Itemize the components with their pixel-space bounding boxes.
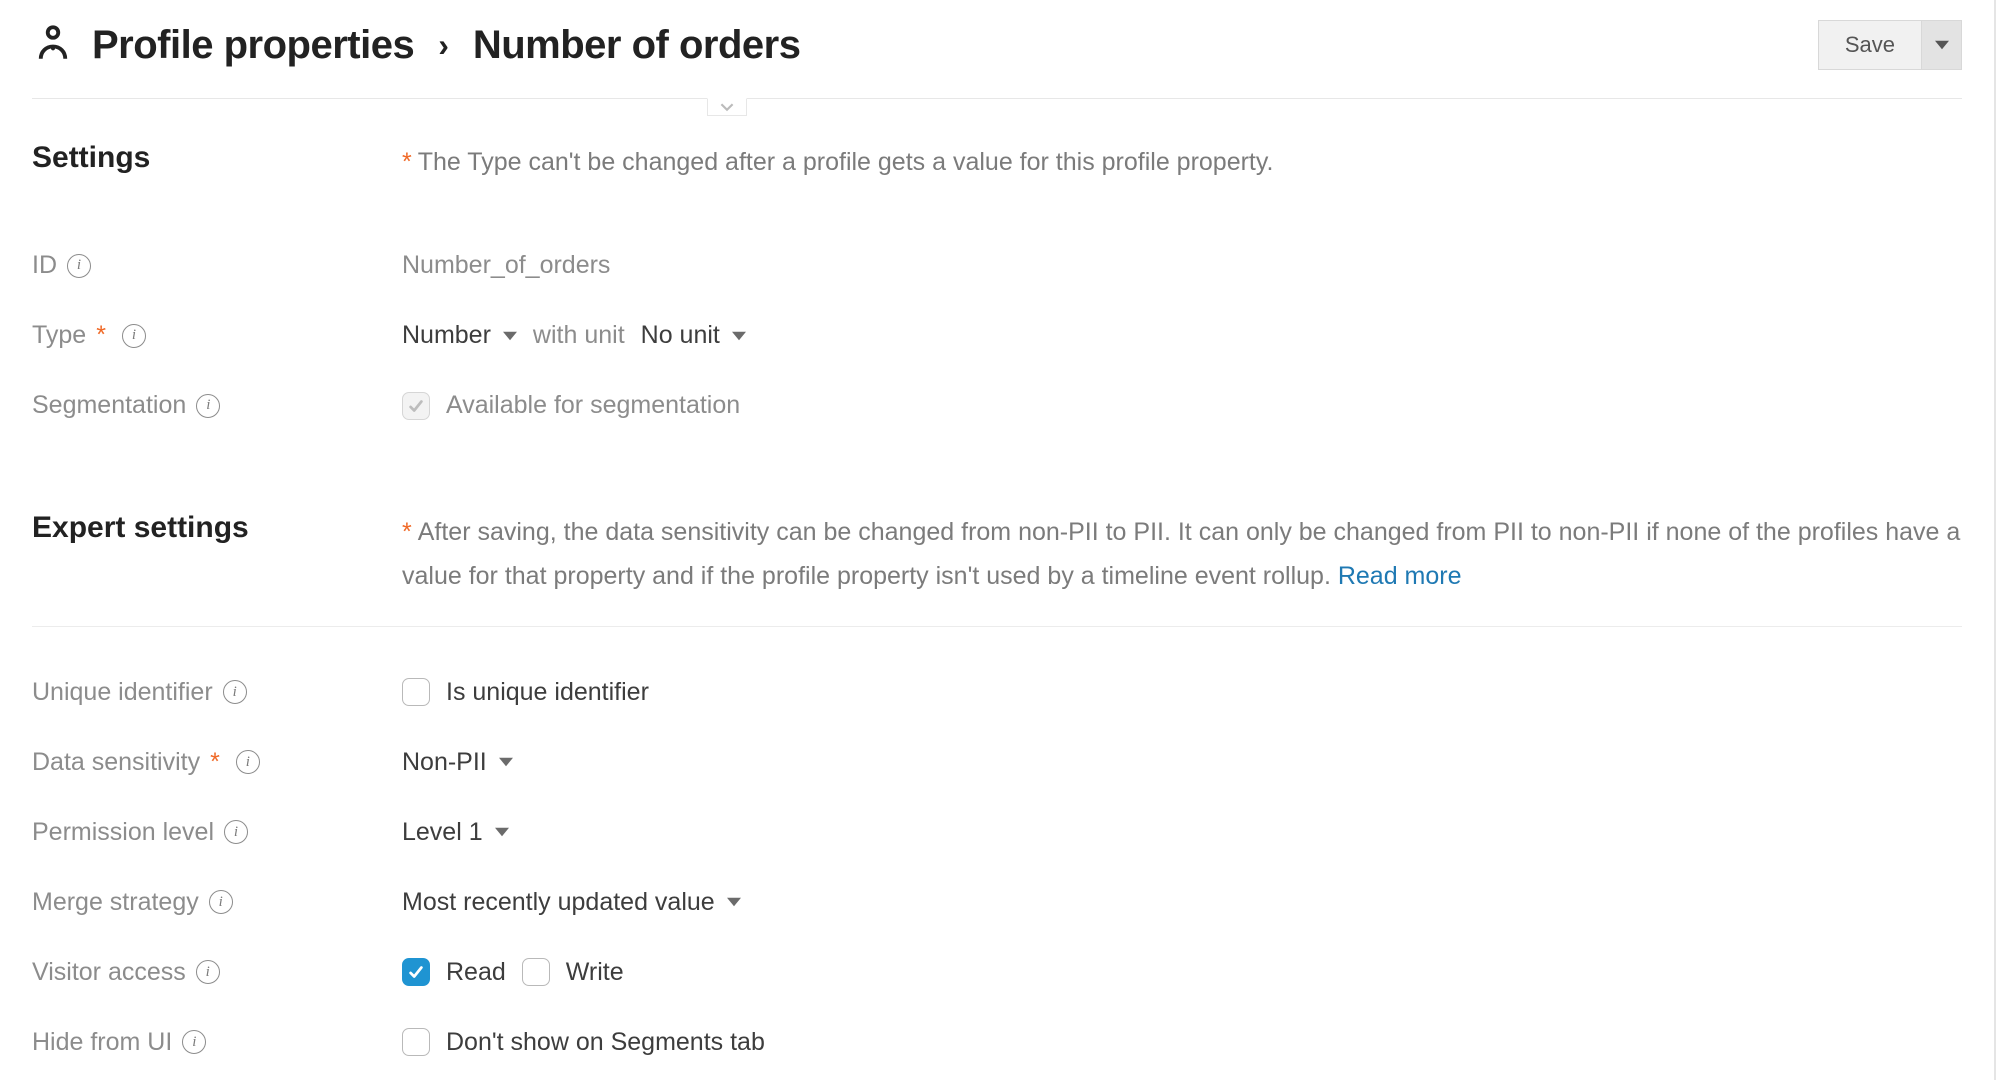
- expert-heading: Expert settings: [32, 511, 402, 599]
- expert-note: *After saving, the data sensitivity can …: [402, 511, 1962, 599]
- permission-level-label: Permission level: [32, 818, 214, 847]
- type-with-unit-text: with unit: [533, 321, 625, 350]
- breadcrumb: Profile properties › Number of orders: [32, 22, 800, 69]
- merge-strategy-value: Most recently updated value: [402, 888, 715, 917]
- data-sensitivity-value: Non-PII: [402, 748, 487, 777]
- info-icon[interactable]: i: [67, 254, 91, 278]
- segmentation-row: Segmentation i Available for segmentatio…: [32, 371, 1962, 441]
- info-icon[interactable]: i: [182, 1030, 206, 1054]
- hide-from-ui-row: Hide from UI i Don't show on Segments ta…: [32, 1007, 1962, 1077]
- unique-identifier-row: Unique identifier i Is unique identifier: [32, 657, 1962, 727]
- expert-note-text: After saving, the data sensitivity can b…: [402, 518, 1960, 590]
- info-icon[interactable]: i: [223, 680, 247, 704]
- segmentation-text: Available for segmentation: [446, 391, 740, 420]
- data-sensitivity-row: Data sensitivity * i Non-PII: [32, 727, 1962, 797]
- id-value: Number_of_orders: [402, 251, 1962, 280]
- breadcrumb-root[interactable]: Profile properties: [92, 23, 414, 68]
- unit-value: No unit: [641, 321, 720, 350]
- info-icon[interactable]: i: [209, 890, 233, 914]
- visitor-write-checkbox[interactable]: [522, 958, 550, 986]
- info-icon[interactable]: i: [196, 960, 220, 984]
- visitor-read-checkbox[interactable]: [402, 958, 430, 986]
- visitor-access-label: Visitor access: [32, 958, 186, 987]
- info-icon[interactable]: i: [122, 324, 146, 348]
- unique-identifier-checkbox[interactable]: [402, 678, 430, 706]
- page-header: Profile properties › Number of orders Sa…: [32, 0, 1962, 99]
- id-label: ID: [32, 251, 57, 280]
- type-row: Type * i Number with unit No unit: [32, 301, 1962, 371]
- data-sensitivity-label: Data sensitivity: [32, 748, 200, 777]
- type-dropdown[interactable]: Number: [402, 321, 517, 350]
- hide-from-ui-checkbox[interactable]: [402, 1028, 430, 1056]
- data-sensitivity-dropdown[interactable]: Non-PII: [402, 748, 513, 777]
- permission-level-row: Permission level i Level 1: [32, 797, 1962, 867]
- visitor-read-text: Read: [446, 958, 506, 987]
- settings-section: Settings *The Type can't be changed afte…: [32, 99, 1962, 441]
- expand-divider-tab[interactable]: [707, 98, 747, 116]
- id-row: ID i Number_of_orders: [32, 231, 1962, 301]
- permission-level-value: Level 1: [402, 818, 483, 847]
- save-dropdown-caret[interactable]: [1922, 20, 1962, 70]
- settings-note: *The Type can't be changed after a profi…: [402, 141, 1962, 185]
- merge-strategy-label: Merge strategy: [32, 888, 199, 917]
- hide-from-ui-label: Hide from UI: [32, 1028, 172, 1057]
- info-icon[interactable]: i: [196, 394, 220, 418]
- permission-level-dropdown[interactable]: Level 1: [402, 818, 509, 847]
- expert-section: Expert settings *After saving, the data …: [32, 441, 1962, 1078]
- info-icon[interactable]: i: [224, 820, 248, 844]
- visitor-write-text: Write: [566, 958, 624, 987]
- type-label: Type: [32, 321, 86, 350]
- breadcrumb-separator: ›: [432, 27, 455, 64]
- unique-identifier-text: Is unique identifier: [446, 678, 649, 707]
- visitor-access-row: Visitor access i Read Write: [32, 937, 1962, 1007]
- type-value: Number: [402, 321, 491, 350]
- breadcrumb-current: Number of orders: [473, 23, 801, 68]
- segmentation-checkbox: [402, 392, 430, 420]
- read-more-link[interactable]: Read more: [1338, 562, 1462, 590]
- profile-icon: [32, 22, 74, 69]
- info-icon[interactable]: i: [236, 750, 260, 774]
- settings-heading: Settings: [32, 141, 402, 185]
- save-button-group: Save: [1818, 20, 1962, 70]
- save-button[interactable]: Save: [1818, 20, 1922, 70]
- segmentation-label: Segmentation: [32, 391, 186, 420]
- hide-from-ui-text: Don't show on Segments tab: [446, 1028, 765, 1057]
- unit-dropdown[interactable]: No unit: [641, 321, 746, 350]
- merge-strategy-row: Merge strategy i Most recently updated v…: [32, 867, 1962, 937]
- unique-identifier-label: Unique identifier: [32, 678, 213, 707]
- merge-strategy-dropdown[interactable]: Most recently updated value: [402, 888, 741, 917]
- settings-note-text: The Type can't be changed after a profil…: [418, 148, 1274, 176]
